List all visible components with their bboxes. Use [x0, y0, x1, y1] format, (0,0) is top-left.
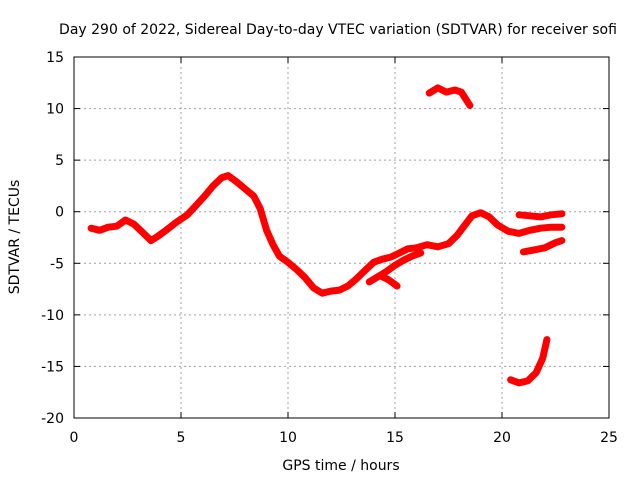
y-tick-label: -20 — [41, 411, 64, 427]
series-layer — [87, 84, 566, 387]
y-tick-label: -5 — [50, 256, 64, 272]
series-late-lower — [519, 237, 566, 256]
series-deep-arc — [507, 336, 551, 387]
plot-frame — [73, 56, 610, 419]
axis-ticks: 0 5 10 15 20 25 -20 -15 -10 -5 0 5 10 15 — [41, 50, 618, 446]
x-tick-label: 20 — [493, 430, 511, 446]
y-tick-label: 0 — [55, 205, 64, 221]
series-tail-1 — [376, 272, 401, 290]
x-tick-label: 10 — [279, 430, 297, 446]
chart-title: Day 290 of 2022, Sidereal Day-to-day VTE… — [59, 22, 617, 38]
series-main — [87, 172, 566, 297]
y-tick-label: 10 — [46, 102, 64, 118]
x-axis-label: GPS time / hours — [282, 458, 399, 474]
series-upper-isolated — [425, 84, 474, 109]
y-tick-label: -15 — [41, 359, 64, 375]
x-tick-label: 0 — [70, 430, 79, 446]
series-late-upper — [515, 210, 566, 221]
y-tick-label: 15 — [46, 50, 64, 66]
x-tick-label: 5 — [177, 430, 186, 446]
y-axis-label: SDTVAR / TECUs — [7, 180, 23, 295]
y-tick-label: -10 — [41, 308, 64, 324]
x-tick-label: 15 — [386, 430, 404, 446]
y-tick-label: 5 — [55, 153, 64, 169]
x-tick-label: 25 — [600, 430, 618, 446]
